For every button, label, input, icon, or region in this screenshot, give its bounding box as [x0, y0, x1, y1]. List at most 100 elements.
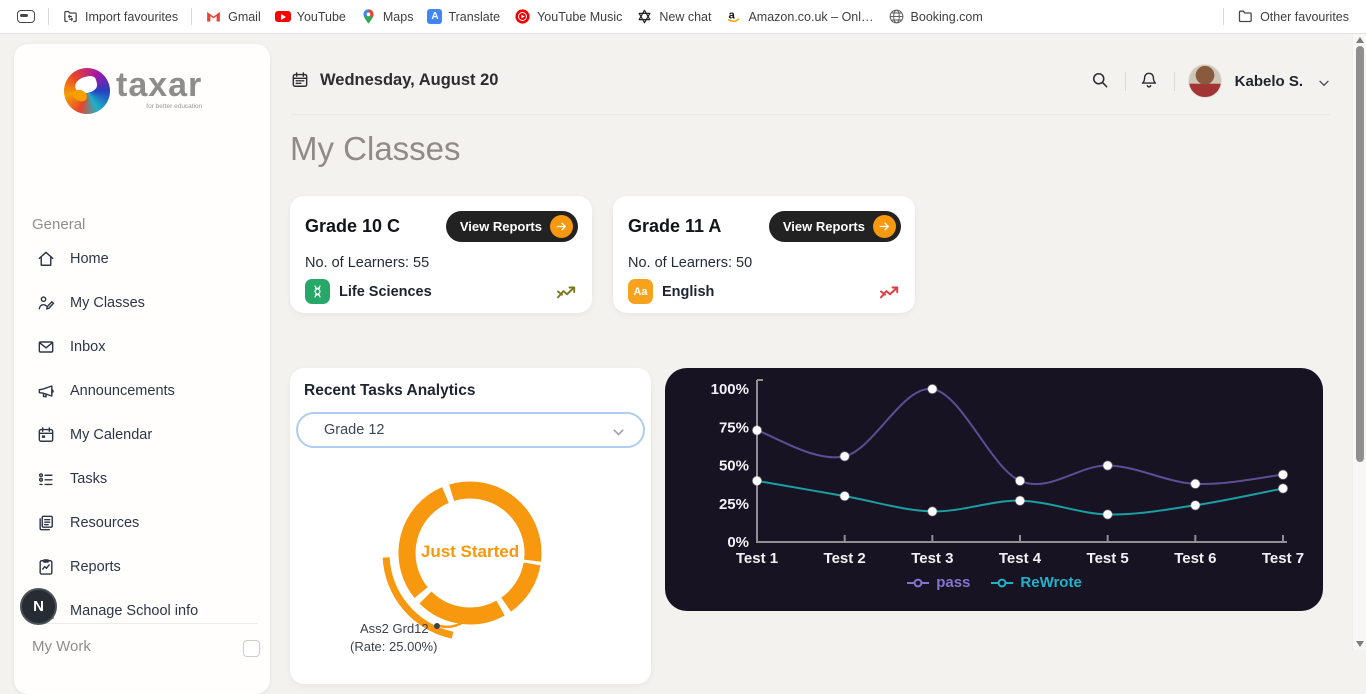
class-title: Grade 10 C	[305, 216, 401, 236]
other-favourites-button[interactable]: Other favourites	[1230, 4, 1356, 29]
view-reports-label: View Reports	[782, 219, 865, 234]
sidebar-item-home[interactable]: Home	[14, 237, 270, 281]
gmail-icon	[205, 8, 222, 25]
svg-text:50%: 50%	[719, 458, 749, 475]
notifications-bell-icon[interactable]	[1139, 70, 1161, 92]
folder-icon	[1237, 8, 1254, 25]
scrollbar-thumb[interactable]	[1356, 46, 1364, 462]
scroll-down-arrow[interactable]	[1356, 641, 1364, 647]
bookmark-gmail[interactable]: Gmail	[198, 4, 268, 29]
bookmark-translate[interactable]: A Translate	[420, 5, 507, 28]
sidebar-item-inbox[interactable]: Inbox	[14, 325, 270, 369]
search-icon[interactable]	[1090, 70, 1112, 92]
svg-text:75%: 75%	[719, 419, 749, 436]
import-folder-icon	[62, 8, 79, 25]
user-avatar[interactable]	[1187, 64, 1222, 98]
tests-line-chart-card: 0% 25% 50% 75% 100% Test 1 Test 2 Test 3 Test 4 T…	[665, 368, 1323, 611]
header-date: Wednesday, August 20	[290, 70, 499, 90]
bookmark-new-chat[interactable]: New chat	[629, 4, 718, 29]
divider	[1124, 71, 1126, 91]
dna-icon	[305, 279, 330, 304]
sidebar-item-label: Reports	[70, 559, 121, 575]
bookmark-youtube-music[interactable]: YouTube Music	[507, 4, 629, 29]
sidebar-item-announcements[interactable]: Announcements	[14, 369, 270, 413]
svg-text:0%: 0%	[727, 534, 749, 551]
header-divider	[290, 114, 1330, 115]
bookmark-label: Booking.com	[910, 9, 983, 24]
bookmark-label: New chat	[659, 9, 712, 24]
new-chat-icon	[636, 8, 653, 25]
legend-label: pass	[936, 574, 971, 591]
tab-actions-button[interactable]	[10, 6, 42, 27]
donut-rate-label: (Rate: 25.00%)	[350, 639, 438, 654]
divider	[1173, 71, 1175, 91]
bookmark-booking[interactable]: Booking.com	[881, 4, 990, 29]
bookmark-label: Translate	[448, 9, 501, 24]
trend-lines-icon	[880, 286, 899, 298]
bookmark-amazon[interactable]: a Amazon.co.uk – Onl…	[718, 4, 880, 29]
donut-task-label: Ass2 Grd12	[360, 621, 429, 636]
svg-text:Test 4: Test 4	[999, 550, 1042, 567]
globe-icon	[888, 8, 905, 25]
envelope-icon	[36, 337, 56, 357]
legend-marker-icon	[991, 578, 1014, 587]
class-card-grade-10c: Grade 10 C View Reports No. of Learners:…	[290, 196, 592, 313]
calendar-icon	[290, 70, 310, 90]
sidebar-item-reports[interactable]: Reports	[14, 545, 270, 589]
arrow-right-icon	[873, 215, 896, 238]
legend-item-ReWrote[interactable]: ReWrote	[990, 574, 1082, 591]
vertical-scrollbar[interactable]	[1352, 34, 1366, 650]
legend-item-pass[interactable]: pass	[906, 574, 970, 591]
class-card-grade-11a: Grade 11 A View Reports No. of Learners:…	[613, 196, 915, 313]
other-favourites-label: Other favourites	[1260, 9, 1349, 24]
svg-text:a: a	[729, 10, 736, 22]
home-icon	[36, 249, 56, 269]
bookmark-label: Amazon.co.uk – Onl…	[748, 9, 874, 24]
learners-count: No. of Learners: 55	[305, 255, 430, 271]
divider	[1223, 8, 1225, 25]
sidebar-divider	[34, 623, 258, 624]
bookmark-maps[interactable]: Maps	[353, 4, 421, 29]
aa-language-icon: Aa	[628, 279, 653, 304]
svg-text:100%: 100%	[711, 381, 749, 398]
header-actions: Kabelo S.	[1090, 64, 1332, 98]
page-title: My Classes	[290, 130, 461, 167]
sidebar-item-my-classes[interactable]: My Classes	[14, 281, 270, 325]
chevron-down-icon[interactable]	[1316, 73, 1332, 89]
analytics-title: Recent Tasks Analytics	[304, 382, 476, 399]
bookmark-label: Gmail	[228, 9, 261, 24]
bookmark-youtube[interactable]: YouTube	[268, 6, 353, 28]
subject-label: Life Sciences	[339, 283, 432, 300]
sidebar-item-label: Tasks	[70, 471, 108, 487]
legend-label: ReWrote	[1020, 574, 1082, 591]
subject-label: English	[662, 283, 715, 300]
grade-dropdown[interactable]: Grade 12	[296, 412, 645, 448]
bookmark-label: YouTube Music	[537, 9, 623, 24]
sidebar: taxar for better education General Home …	[14, 44, 270, 694]
svg-text:Test 3: Test 3	[911, 550, 953, 567]
line-chart: 0% 25% 50% 75% 100% Test 1 Test 2 Test 3 Test 4 T…	[665, 368, 1323, 611]
sidebar-item-resources[interactable]: Resources	[14, 501, 270, 545]
sidebar-collapse-button[interactable]	[243, 640, 260, 657]
view-reports-button[interactable]: View Reports	[768, 211, 901, 242]
report-chart-icon	[36, 557, 56, 577]
view-reports-button[interactable]: View Reports	[445, 211, 578, 242]
donut-center-label: Just Started	[420, 542, 520, 561]
app-logo[interactable]: taxar for better education	[64, 68, 202, 114]
megaphone-icon	[36, 381, 56, 401]
floating-n-button[interactable]: N	[20, 588, 57, 625]
svg-text:25%: 25%	[719, 496, 749, 513]
class-title: Grade 11 A	[628, 216, 722, 236]
sidebar-item-my-calendar[interactable]: My Calendar	[14, 413, 270, 457]
bookmarks-bar: Import favourites Gmail YouTube Maps A T…	[0, 0, 1366, 34]
taxar-logo-icon	[64, 68, 110, 114]
bookmark-label: YouTube	[296, 9, 346, 24]
youtube-music-icon	[514, 8, 531, 25]
sidebar-item-tasks[interactable]: Tasks	[14, 457, 270, 501]
sidebar-item-label: Inbox	[70, 339, 106, 355]
grade-dropdown-value: Grade 12	[324, 422, 385, 438]
calendar-icon	[36, 425, 56, 445]
scroll-up-arrow[interactable]	[1356, 37, 1364, 43]
sidebar-item-label: Home	[70, 251, 109, 267]
import-favourites-button[interactable]: Import favourites	[55, 4, 185, 29]
